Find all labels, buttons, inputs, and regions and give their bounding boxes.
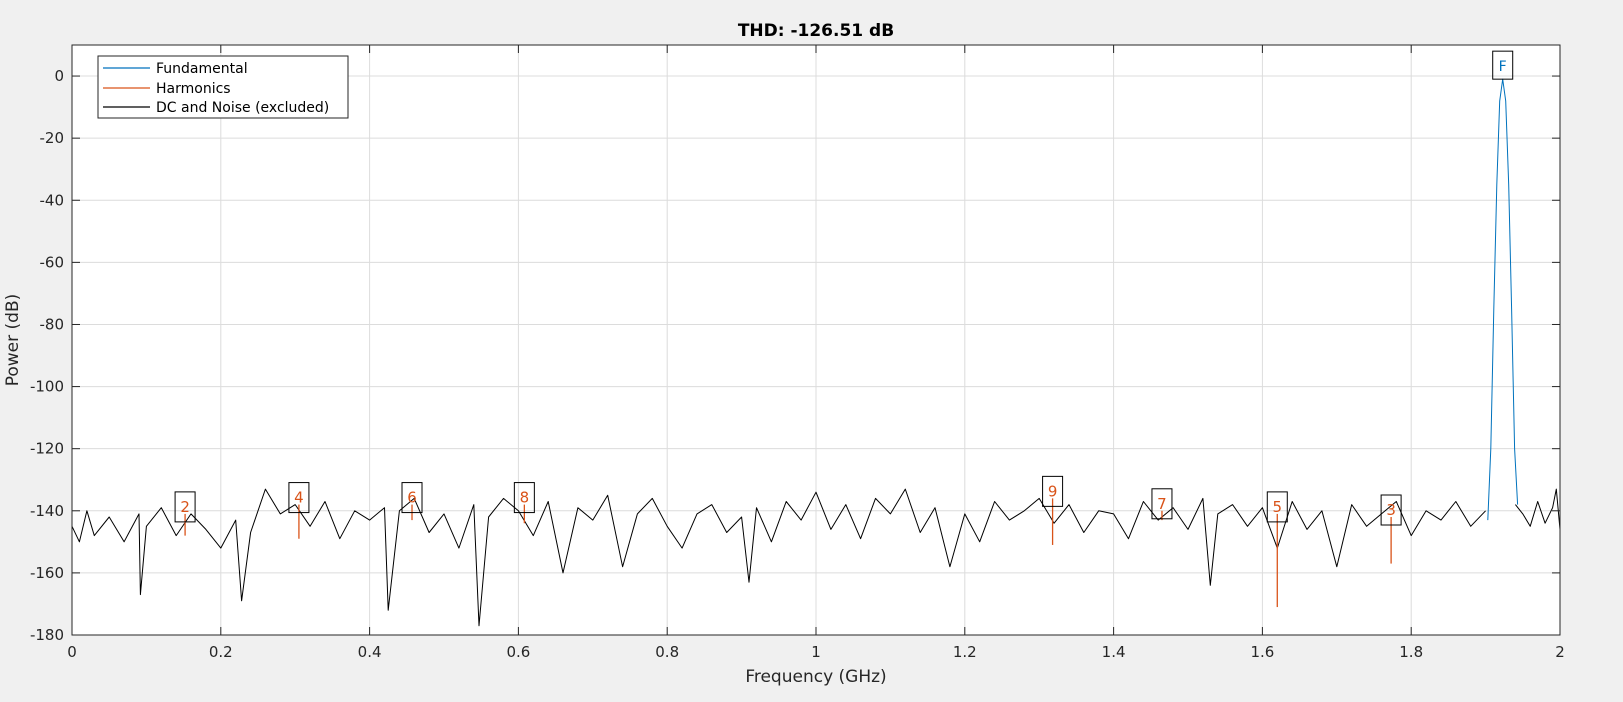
- chart-title: THD: -126.51 dB: [738, 21, 894, 41]
- fundamental-label: F: [1499, 59, 1507, 75]
- legend-harmonics-label: Harmonics: [156, 81, 231, 97]
- noise-line: [71, 488, 1486, 627]
- x-tick-label: 1: [811, 643, 821, 661]
- y-tick-label: -40: [40, 191, 65, 209]
- x-tick-label: 0: [67, 643, 77, 661]
- y-tick-label: -160: [30, 564, 64, 582]
- x-tick-label: 0.2: [209, 643, 233, 661]
- legend[interactable]: Fundamental Harmonics DC and Noise (excl…: [97, 55, 349, 119]
- harmonic-label-box: [1266, 491, 1288, 523]
- harmonic-label-box: [1151, 488, 1173, 520]
- harmonic-label: 6: [407, 489, 417, 507]
- y-tick-label: -180: [30, 626, 64, 644]
- x-tick-label: 1.6: [1250, 643, 1274, 661]
- fundamental-label-box: [1492, 50, 1514, 80]
- harmonic-label-box: [1380, 494, 1402, 526]
- harmonic-label: 9: [1048, 482, 1058, 500]
- harmonic-label: 8: [520, 489, 530, 507]
- y-tick-label: -120: [30, 440, 64, 458]
- y-tick-label: -80: [40, 315, 65, 333]
- axis-ticks: 0 0.2 0.4 0.6 0.8 1 1.2 1.4 1.6 1.8 2 0 -20 -40 -60 -80…: [30, 45, 1565, 661]
- harmonic-markers: 2 4 6 8 9 7 5 3 F: [174, 50, 1514, 526]
- harmonic-label: 5: [1273, 498, 1283, 516]
- harmonic-label-box: [401, 482, 423, 514]
- y-tick-label: 0: [54, 67, 64, 85]
- harmonic-label-box: [513, 482, 535, 514]
- legend-noise-label: DC and Noise (excluded): [156, 100, 329, 116]
- legend-box: [97, 55, 349, 119]
- noise-line: [1515, 488, 1561, 530]
- y-tick-label: -100: [30, 378, 64, 396]
- y-tick-label: -140: [30, 502, 64, 520]
- x-tick-label: 0.4: [358, 643, 382, 661]
- y-axis-label: Power (dB): [3, 294, 23, 387]
- x-tick-label: 2: [1555, 643, 1565, 661]
- x-tick-label: 1.4: [1102, 643, 1126, 661]
- x-axis-label: Frequency (GHz): [745, 667, 886, 687]
- y-tick-label: -20: [40, 129, 65, 147]
- harmonic-label: 7: [1157, 495, 1167, 513]
- x-tick-label: 0.8: [655, 643, 679, 661]
- harmonic-label: 2: [180, 498, 190, 516]
- x-tick-label: 1.8: [1399, 643, 1423, 661]
- harmonic-label: 3: [1386, 501, 1396, 519]
- legend-fundamental-label: Fundamental: [156, 61, 248, 77]
- x-tick-label: 0.6: [506, 643, 530, 661]
- x-tick-label: 1.2: [953, 643, 977, 661]
- harmonic-label-box: [174, 491, 196, 523]
- harmonic-label-box: [1042, 475, 1064, 507]
- y-tick-label: -60: [40, 253, 65, 271]
- harmonic-label-box: [288, 482, 310, 514]
- harmonic-label: 4: [294, 489, 304, 507]
